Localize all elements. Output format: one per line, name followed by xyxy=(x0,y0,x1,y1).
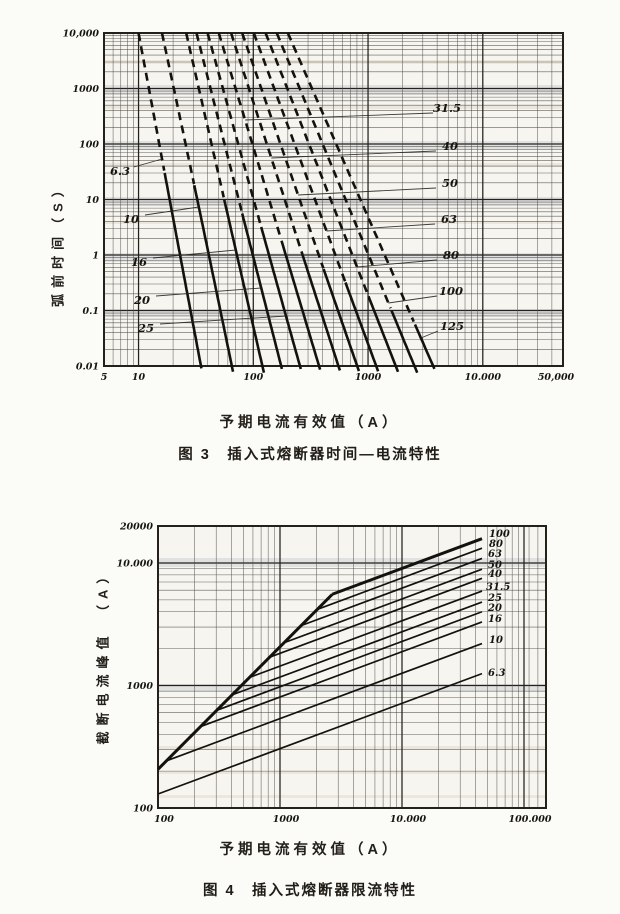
fig3-x-tick: 10 xyxy=(132,372,146,383)
fig3-tick-labels: 10,000 1000 100 10 1 0.1 0.015 10 100 1000 10.000 5… xyxy=(63,29,575,384)
cutoff-line-50 xyxy=(283,568,483,644)
fuse-curve-10 xyxy=(193,185,235,373)
fig3-label-leader-lines xyxy=(133,112,439,339)
fuse-curve-16 xyxy=(222,199,266,373)
fuse-curve-80 xyxy=(264,32,370,296)
cutoff-label-50: 50 xyxy=(488,560,502,571)
cutoff-line-31.5 xyxy=(249,590,483,679)
fig3-x-axis-title: 予期电流有效值（A） xyxy=(219,415,401,431)
rating-label-50: 50 xyxy=(442,176,458,190)
cutoff-label-31.5: 31.5 xyxy=(486,582,510,593)
fig3-x-tick: 10.000 xyxy=(465,372,502,383)
fig3-y-tick: 0.01 xyxy=(76,362,99,373)
cutoff-label-40: 40 xyxy=(488,569,502,580)
fuse-curve-6.3 xyxy=(137,32,166,171)
fuse-curve-50 xyxy=(240,32,325,269)
cutoff-label-20: 20 xyxy=(487,603,502,614)
fuse-curve-25 xyxy=(206,32,262,225)
fig4-x-tick: 1000 xyxy=(273,814,300,825)
fig3-x-tick: 5 xyxy=(101,372,108,383)
fig4-grid xyxy=(157,525,547,809)
fuse-curve-31.5 xyxy=(217,32,282,238)
fig4-x-tick: 100 xyxy=(154,814,174,825)
rating-label-10: 10 xyxy=(123,212,139,226)
fuse-curve-20 xyxy=(195,32,243,211)
fuse-curve-100 xyxy=(390,310,419,374)
fig4-cutoff-lines xyxy=(156,537,483,795)
cutoff-label-10: 10 xyxy=(489,635,503,646)
peak-envelope-line xyxy=(156,593,334,771)
fig4-y-axis-title: 截断电流峰值 （A） xyxy=(95,564,111,745)
fuse-curve-80 xyxy=(367,295,400,373)
fuse-curve-16 xyxy=(184,32,225,198)
fuse-curve-125 xyxy=(413,323,436,370)
fig3-y-tick: 10,000 xyxy=(63,29,100,40)
cutoff-label-16: 16 xyxy=(488,614,502,625)
rating-label-100: 100 xyxy=(439,284,463,298)
cutoff-line-80 xyxy=(316,547,483,611)
cutoff-line-10 xyxy=(166,642,483,762)
cutoff-label-100: 100 xyxy=(489,529,510,540)
fig4-y-tick: 100 xyxy=(133,804,153,815)
fig4-x-axis-title: 予期电流有效值（A） xyxy=(219,842,401,858)
fig4-caption: 图 4 插入式熔断器限流特性 xyxy=(202,883,418,899)
cutoff-line-16 xyxy=(200,621,483,728)
fuse-curve-63 xyxy=(344,282,380,372)
fig3-y-tick: 10 xyxy=(86,195,100,206)
fig4-x-tick: 100.000 xyxy=(509,814,552,825)
fuse-curve-40 xyxy=(301,254,342,371)
cutoff-line-6.3 xyxy=(157,672,483,795)
cutoff-line-25 xyxy=(231,601,483,696)
fig3-y-tick: 0.1 xyxy=(82,306,99,317)
rating-label-25: 25 xyxy=(137,321,154,335)
fig3-fuse-curves xyxy=(137,32,436,374)
cutoff-label-63: 63 xyxy=(488,549,502,560)
cutoff-line-63 xyxy=(300,557,483,627)
fig3-y-axis-title: 弧前时间（S） xyxy=(50,178,66,307)
rating-label-6.3: 6.3 xyxy=(110,164,130,178)
fig3-y-tick: 100 xyxy=(79,140,99,151)
fuse-curve-10 xyxy=(160,32,196,185)
fuse-curve-20 xyxy=(240,213,284,370)
rating-label-125: 125 xyxy=(440,319,464,333)
rating-label-80: 80 xyxy=(443,248,459,262)
fig4-x-tick: 10.000 xyxy=(390,814,427,825)
fig3-grid xyxy=(103,32,564,367)
fuse-curve-40 xyxy=(229,32,304,256)
fig3-caption: 图 3 插入式熔断器时间—电流特性 xyxy=(178,447,442,463)
fig4-y-tick: 1000 xyxy=(127,681,154,692)
fig4-y-tick: 10.000 xyxy=(117,559,154,570)
fuse-curve-25 xyxy=(259,226,303,370)
fig3-x-tick: 1000 xyxy=(355,372,382,383)
cutoff-label-6.3: 6.3 xyxy=(488,668,505,679)
fuse-curve-31.5 xyxy=(280,240,322,370)
fig3-y-tick: 1 xyxy=(92,251,99,262)
rating-label-16: 16 xyxy=(131,255,147,269)
fig4-y-tick: 20000 xyxy=(119,522,153,533)
fuse-curve-125 xyxy=(286,32,415,323)
cutoff-line-100 xyxy=(331,537,483,596)
rating-label-40: 40 xyxy=(442,139,458,153)
cutoff-line-20 xyxy=(216,610,483,712)
fig3-rating-labels: 6.3 10 16 20 25 31.5 40 50 63 80 100 125 xyxy=(110,101,464,335)
cutoff-line-40 xyxy=(269,577,483,658)
rating-label-63: 63 xyxy=(441,212,457,226)
fig3-x-tick: 100 xyxy=(243,372,263,383)
fuse-curve-63 xyxy=(252,32,347,283)
cutoff-label-80: 80 xyxy=(489,539,503,550)
fuse-curve-100 xyxy=(275,32,392,309)
fuse-curve-6.3 xyxy=(163,172,203,369)
rating-label-31.5: 31.5 xyxy=(433,101,461,115)
cutoff-label-25: 25 xyxy=(487,593,502,604)
fuse-curve-50 xyxy=(322,268,361,372)
rating-label-20: 20 xyxy=(133,293,150,307)
fig3-x-tick: 50,000 xyxy=(538,372,575,383)
fig3-y-tick: 1000 xyxy=(73,84,100,95)
